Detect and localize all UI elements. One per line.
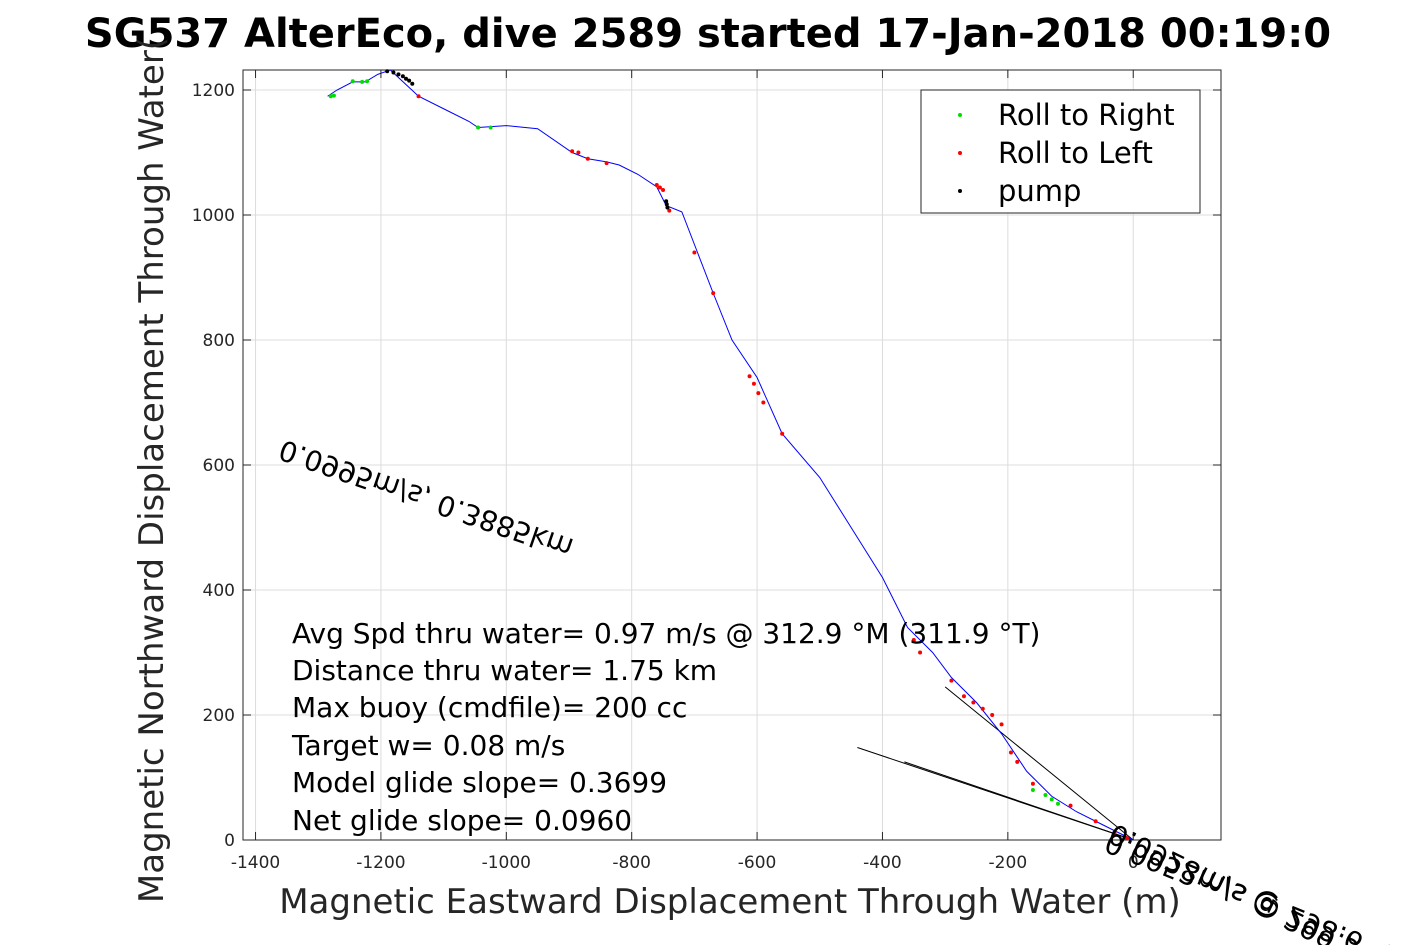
x-tick-label: -600: [738, 853, 777, 873]
legend-label-roll-right: Roll to Right: [998, 98, 1175, 132]
y-tick-label: 800: [203, 331, 235, 351]
point-roll-to-right: [476, 125, 481, 130]
current-vector-line: [857, 747, 1134, 841]
point-roll-to-left: [761, 400, 766, 405]
x-tick-label: -1400: [231, 853, 280, 873]
point-roll-to-right: [365, 79, 370, 84]
legend-marker-roll-right: [958, 113, 962, 117]
y-tick-label: 600: [203, 456, 235, 476]
legend-marker-pump: [958, 189, 962, 193]
point-roll-to-left: [780, 431, 785, 436]
point-pump: [665, 205, 670, 210]
y-tick-label: 400: [203, 581, 235, 601]
point-pump: [664, 202, 669, 207]
point-roll-to-left: [416, 94, 421, 99]
point-roll-to-left: [747, 374, 752, 379]
annotation-avg-speed: Avg Spd thru water= 0.97 m/s @ 312.9 °M …: [292, 617, 1040, 650]
point-roll-to-right: [328, 94, 333, 99]
x-tick-label: -1200: [356, 853, 405, 873]
point-roll-to-left: [1008, 750, 1013, 755]
point-roll-to-right: [1049, 797, 1054, 802]
annotation-distance: Distance thru water= 1.75 km: [292, 654, 717, 687]
legend-label-roll-left: Roll to Left: [998, 136, 1153, 170]
legend-box: [920, 89, 1201, 214]
point-roll-to-left: [756, 391, 761, 396]
legend: Roll to Right Roll to Left pump: [920, 89, 1201, 214]
point-pump: [664, 199, 669, 204]
legend-marker-roll-left: [958, 151, 962, 155]
chart-title: SG537 AlterEco, dive 2589 started 17-Jan…: [85, 11, 1331, 57]
point-roll-to-left: [949, 678, 954, 683]
x-axis-label: Magnetic Eastward Displacement Through W…: [279, 882, 1181, 922]
point-roll-to-left: [661, 188, 666, 192]
point-roll-to-left: [604, 161, 609, 166]
point-roll-to-right: [488, 125, 493, 130]
point-pump: [391, 70, 396, 75]
x-tick-label: 0: [1128, 853, 1139, 873]
point-roll-to-right: [331, 93, 336, 98]
points: [328, 69, 1129, 841]
point-pump: [400, 74, 405, 79]
y-tick-label: 200: [203, 706, 235, 726]
point-roll-to-left: [911, 638, 916, 642]
point-roll-to-right: [1056, 801, 1060, 806]
point-roll-to-left: [999, 722, 1004, 727]
y-axis-label: Magnetic Northward Displacement Through …: [132, 37, 172, 903]
point-roll-to-left: [692, 250, 697, 255]
current-vector-line: [944, 686, 1134, 841]
point-roll-to-left: [576, 150, 581, 155]
point-roll-to-left: [1030, 781, 1035, 786]
ticks: -1400 -1200 -1000 -800 -600 -400 -200 0 0 200 400 6…: [192, 70, 1221, 873]
point-roll-to-left: [980, 706, 985, 711]
y-tick-label: 1000: [192, 206, 235, 226]
point-pump: [385, 69, 390, 74]
y-tick-label: 1200: [192, 81, 235, 101]
x-tick-label: -400: [863, 853, 902, 873]
point-roll-to-left: [711, 291, 716, 296]
current-lines: [857, 686, 1134, 841]
annotations: Avg Spd thru water= 0.97 m/s @ 312.9 °M …: [291, 617, 1040, 837]
annotation-net-glide: Net glide slope= 0.0960: [292, 804, 632, 837]
point-roll-to-right: [1030, 788, 1035, 792]
x-tick-label: -200: [989, 853, 1028, 873]
point-roll-to-left: [918, 650, 923, 655]
point-pump: [404, 76, 408, 81]
point-roll-to-left: [961, 694, 966, 699]
point-pump: [407, 78, 412, 83]
point-roll-to-left: [971, 700, 976, 705]
point-roll-to-left: [570, 149, 575, 154]
point-roll-to-left: [1093, 819, 1098, 824]
point-roll-to-left: [1068, 803, 1073, 808]
point-roll-to-left: [657, 185, 662, 190]
point-roll-to-right: [1043, 793, 1048, 797]
point-roll-to-left: [1124, 836, 1129, 841]
point-roll-to-left: [1015, 759, 1020, 764]
point-roll-to-left: [654, 183, 659, 187]
axes-box: [242, 69, 1222, 841]
point-roll-to-left: [751, 381, 756, 386]
point-roll-to-left: [667, 208, 672, 213]
point-roll-to-left: [585, 156, 590, 161]
x-tick-label: -1000: [482, 853, 531, 873]
y-tick-label: 0: [224, 831, 235, 851]
point-roll-to-left: [1112, 830, 1117, 835]
annotation-max-buoy: Max buoy (cmdfile)= 200 cc: [292, 691, 687, 724]
x-tick-label: -800: [612, 853, 651, 873]
annotation-model-glide: Model glide slope= 0.3699: [292, 766, 667, 799]
point-roll-to-right: [350, 79, 355, 84]
annotation-target-w: Target w= 0.08 m/s: [291, 729, 565, 762]
glider-track-line: [327, 69, 1134, 841]
track: [327, 69, 1134, 841]
point-roll-to-right: [360, 79, 365, 84]
legend-label-pump: pump: [998, 174, 1081, 208]
point-roll-to-left: [990, 713, 995, 717]
point-pump: [396, 72, 401, 77]
point-pump: [410, 81, 415, 86]
